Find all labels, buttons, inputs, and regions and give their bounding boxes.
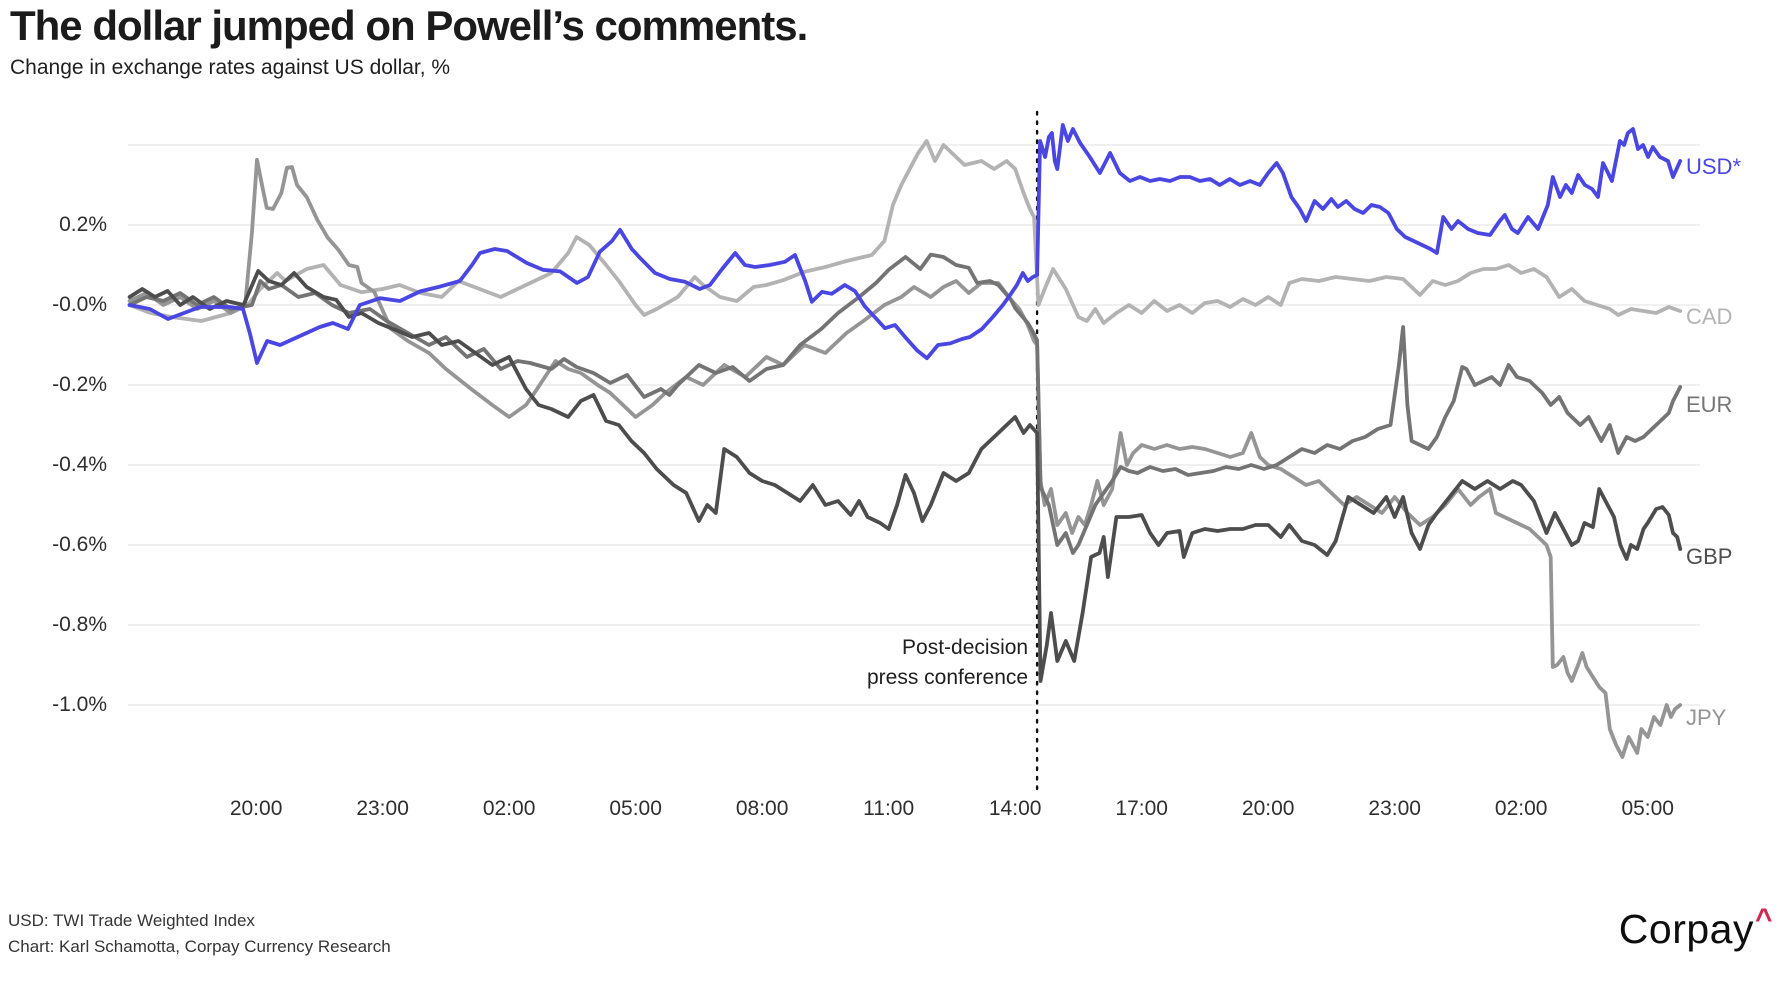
footnote-line1: USD: TWI Trade Weighted Index: [8, 911, 255, 930]
page-title: The dollar jumped on Powell’s comments.: [10, 2, 808, 49]
y-tick-label: -0.6%: [52, 533, 107, 556]
series-line-CAD: [127, 139, 1683, 325]
x-tick-label: 02:00: [1494, 797, 1548, 820]
series-label-CAD: CAD: [1686, 304, 1733, 329]
series-line-USD: [127, 123, 1683, 365]
y-tick-label: -1.0%: [52, 693, 107, 716]
x-tick-label: 14:00: [988, 797, 1042, 820]
series-label-EUR: EUR: [1686, 392, 1733, 417]
corpay-logo: Corpay^: [1619, 903, 1773, 953]
y-tick-label: -0.4%: [52, 453, 107, 476]
series-line-GBP: [127, 269, 1683, 683]
chart-subtitle: Change in exchange rates against US doll…: [10, 56, 451, 79]
series-line-JPY: [127, 157, 1683, 759]
x-tick-label: 20:00: [229, 797, 283, 820]
y-tick-label: -0.8%: [52, 613, 107, 636]
series-label-USD: USD*: [1686, 154, 1742, 179]
series-line-EUR: [127, 252, 1683, 555]
x-tick-label: 08:00: [735, 797, 789, 820]
footnote: USD: TWI Trade Weighted Index Chart: Kar…: [8, 908, 391, 961]
x-tick-label: 05:00: [1621, 797, 1674, 820]
x-tick-label: 11:00: [863, 797, 915, 820]
corpay-logo-text: Corpay: [1618, 906, 1754, 952]
x-tick-label: 20:00: [1241, 797, 1295, 820]
event-annotation: Post-decision press conference: [728, 633, 1028, 694]
corpay-logo-caret: ^: [1754, 903, 1773, 936]
series-label-GBP: GBP: [1686, 544, 1733, 569]
x-tick-label: 23:00: [356, 797, 409, 820]
x-tick-label: 17:00: [1115, 797, 1168, 820]
x-tick-label: 05:00: [609, 797, 662, 820]
x-tick-label: 02:00: [482, 797, 536, 820]
y-tick-label: 0.2%: [59, 213, 107, 236]
series-label-JPY: JPY: [1686, 705, 1727, 731]
y-tick-label: -0.0%: [52, 293, 107, 316]
x-tick-label: 23:00: [1368, 797, 1421, 820]
y-tick-label: -0.2%: [52, 373, 107, 396]
event-annotation-line2: press conference: [867, 666, 1029, 690]
footnote-line2: Chart: Karl Schamotta, Corpay Currency R…: [8, 937, 391, 957]
event-annotation-line1: Post-decision: [902, 636, 1029, 659]
